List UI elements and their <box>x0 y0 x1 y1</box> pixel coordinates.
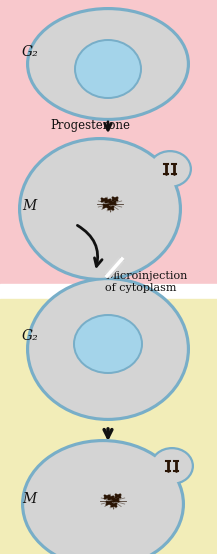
Ellipse shape <box>152 449 192 483</box>
Ellipse shape <box>73 314 143 374</box>
Ellipse shape <box>76 41 140 97</box>
Ellipse shape <box>26 7 190 121</box>
Text: Progesterone: Progesterone <box>50 120 130 132</box>
Text: M: M <box>22 199 36 213</box>
Bar <box>0 299 217 554</box>
Text: G₂: G₂ <box>22 329 39 343</box>
Ellipse shape <box>18 137 182 281</box>
Bar <box>0 0 217 284</box>
Ellipse shape <box>29 280 187 418</box>
Ellipse shape <box>26 277 190 421</box>
Ellipse shape <box>75 316 141 372</box>
Ellipse shape <box>74 39 142 99</box>
Text: G₂: G₂ <box>22 45 39 59</box>
Ellipse shape <box>150 152 190 186</box>
Text: M: M <box>22 492 36 506</box>
Ellipse shape <box>24 442 182 554</box>
Ellipse shape <box>21 439 185 554</box>
Ellipse shape <box>21 140 179 278</box>
Text: Microinjection
of cytoplasm: Microinjection of cytoplasm <box>105 271 187 293</box>
Ellipse shape <box>148 150 192 188</box>
Bar <box>0 284 217 299</box>
Ellipse shape <box>150 447 194 485</box>
Ellipse shape <box>29 10 187 118</box>
